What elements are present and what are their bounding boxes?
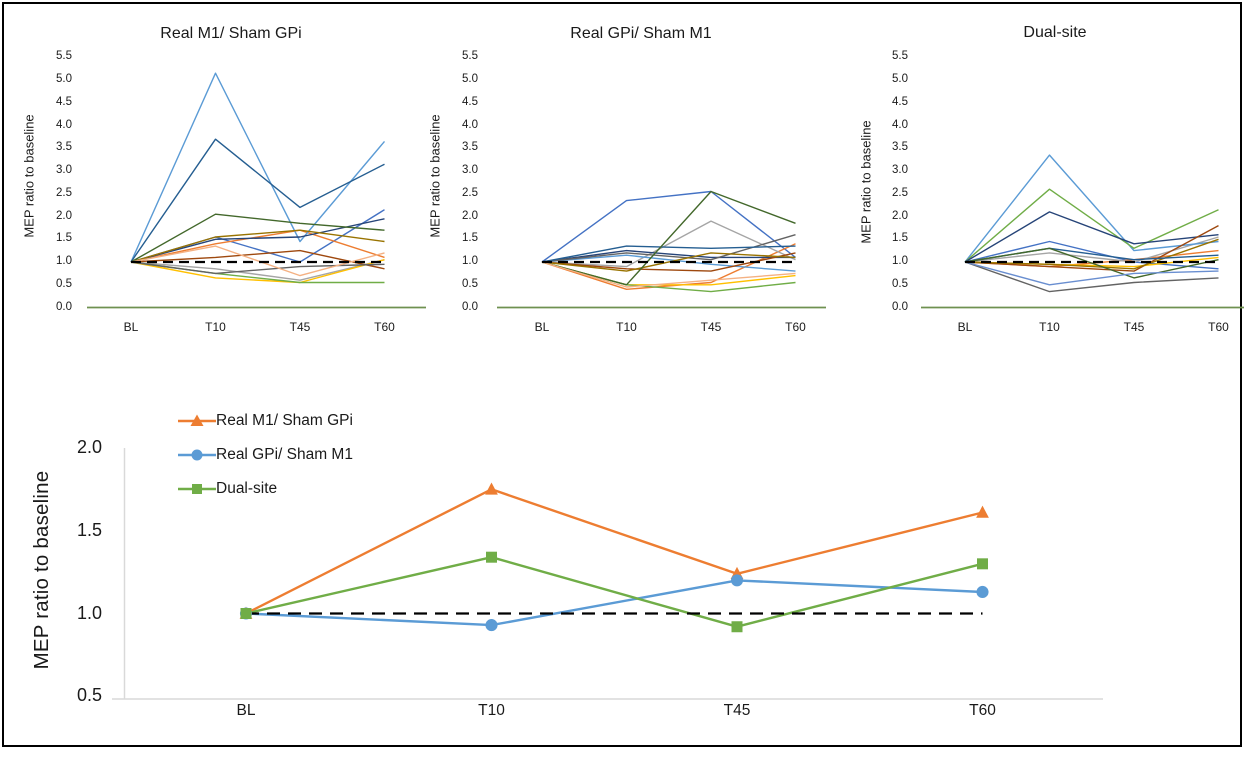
dual-site-series-line [964,261,1219,286]
dual-site-series-line [964,224,1219,272]
dual-site-series-line [964,238,1219,270]
group-means-circle-marker [730,574,744,587]
group-means-triangle-marker [976,505,989,518]
dual-site-series-line [964,240,1219,270]
real-m1-sham-gpi-series-line [130,213,385,263]
real-m1-sham-gpi-series-line [130,259,385,281]
real-gpi-sham-m1-series-line [541,245,796,263]
real-m1-sham-gpi-series-line [130,249,385,270]
real-m1-sham-gpi-series-line [130,72,386,263]
dual-site-series-line [964,261,1219,293]
group-means-series-line [245,556,983,628]
group-means-square-marker [977,558,988,570]
dual-site-series-line [964,211,1219,263]
group-means-series-line [245,488,983,615]
real-m1-sham-gpi-series-line [130,229,385,263]
legend-square-swatch-icon [178,484,216,494]
dual-site-series-line [964,188,1219,263]
real-gpi-sham-m1-series-line [541,190,796,286]
group-means-triangle-marker [485,482,498,495]
real-gpi-sham-m1-series-line [541,261,796,288]
legend-item-label: Dual-site [216,480,278,497]
dual-site-series-line [964,247,1219,279]
legend-item: Real GPi/ Sham M1 [178,438,353,472]
real-m1-sham-gpi-series-line [130,138,385,263]
real-m1-sham-gpi-series-line [130,229,385,263]
legend-circle-swatch-icon [178,449,216,461]
real-m1-sham-gpi-series-line [130,259,385,284]
real-gpi-sham-m1-series-line [541,249,796,263]
group-means-circle-marker [976,585,989,599]
legend-item: Real M1/ Sham GPi [178,404,353,438]
group-means-circle-marker [485,619,498,632]
group-means-square-marker [731,621,743,633]
group-means-square-marker [240,608,252,619]
real-m1-sham-gpi-series-line [130,218,385,263]
real-gpi-sham-m1-series-line [541,252,796,272]
group-means-series-line [245,579,983,627]
legend-item: Dual-site [178,472,353,506]
real-gpi-sham-m1-series-line [541,220,796,268]
group-means-square-marker [486,551,497,563]
real-m1-sham-gpi-series-line [130,261,385,275]
dual-site-series-line [964,236,1219,263]
legend-item-label: Real M1/ Sham GPi [216,412,353,429]
legend-triangle-swatch-icon [178,414,216,426]
dual-site-series-line [964,154,1219,263]
real-m1-sham-gpi-series-line [130,245,385,277]
real-gpi-sham-m1-series-line [541,254,796,272]
real-gpi-sham-m1-series-line [541,190,796,263]
chart4-legend: Real M1/ Sham GPi Real GPi/ Sham M1 Dual-s… [178,404,353,506]
legend-item-label: Real GPi/ Sham M1 [216,446,353,463]
